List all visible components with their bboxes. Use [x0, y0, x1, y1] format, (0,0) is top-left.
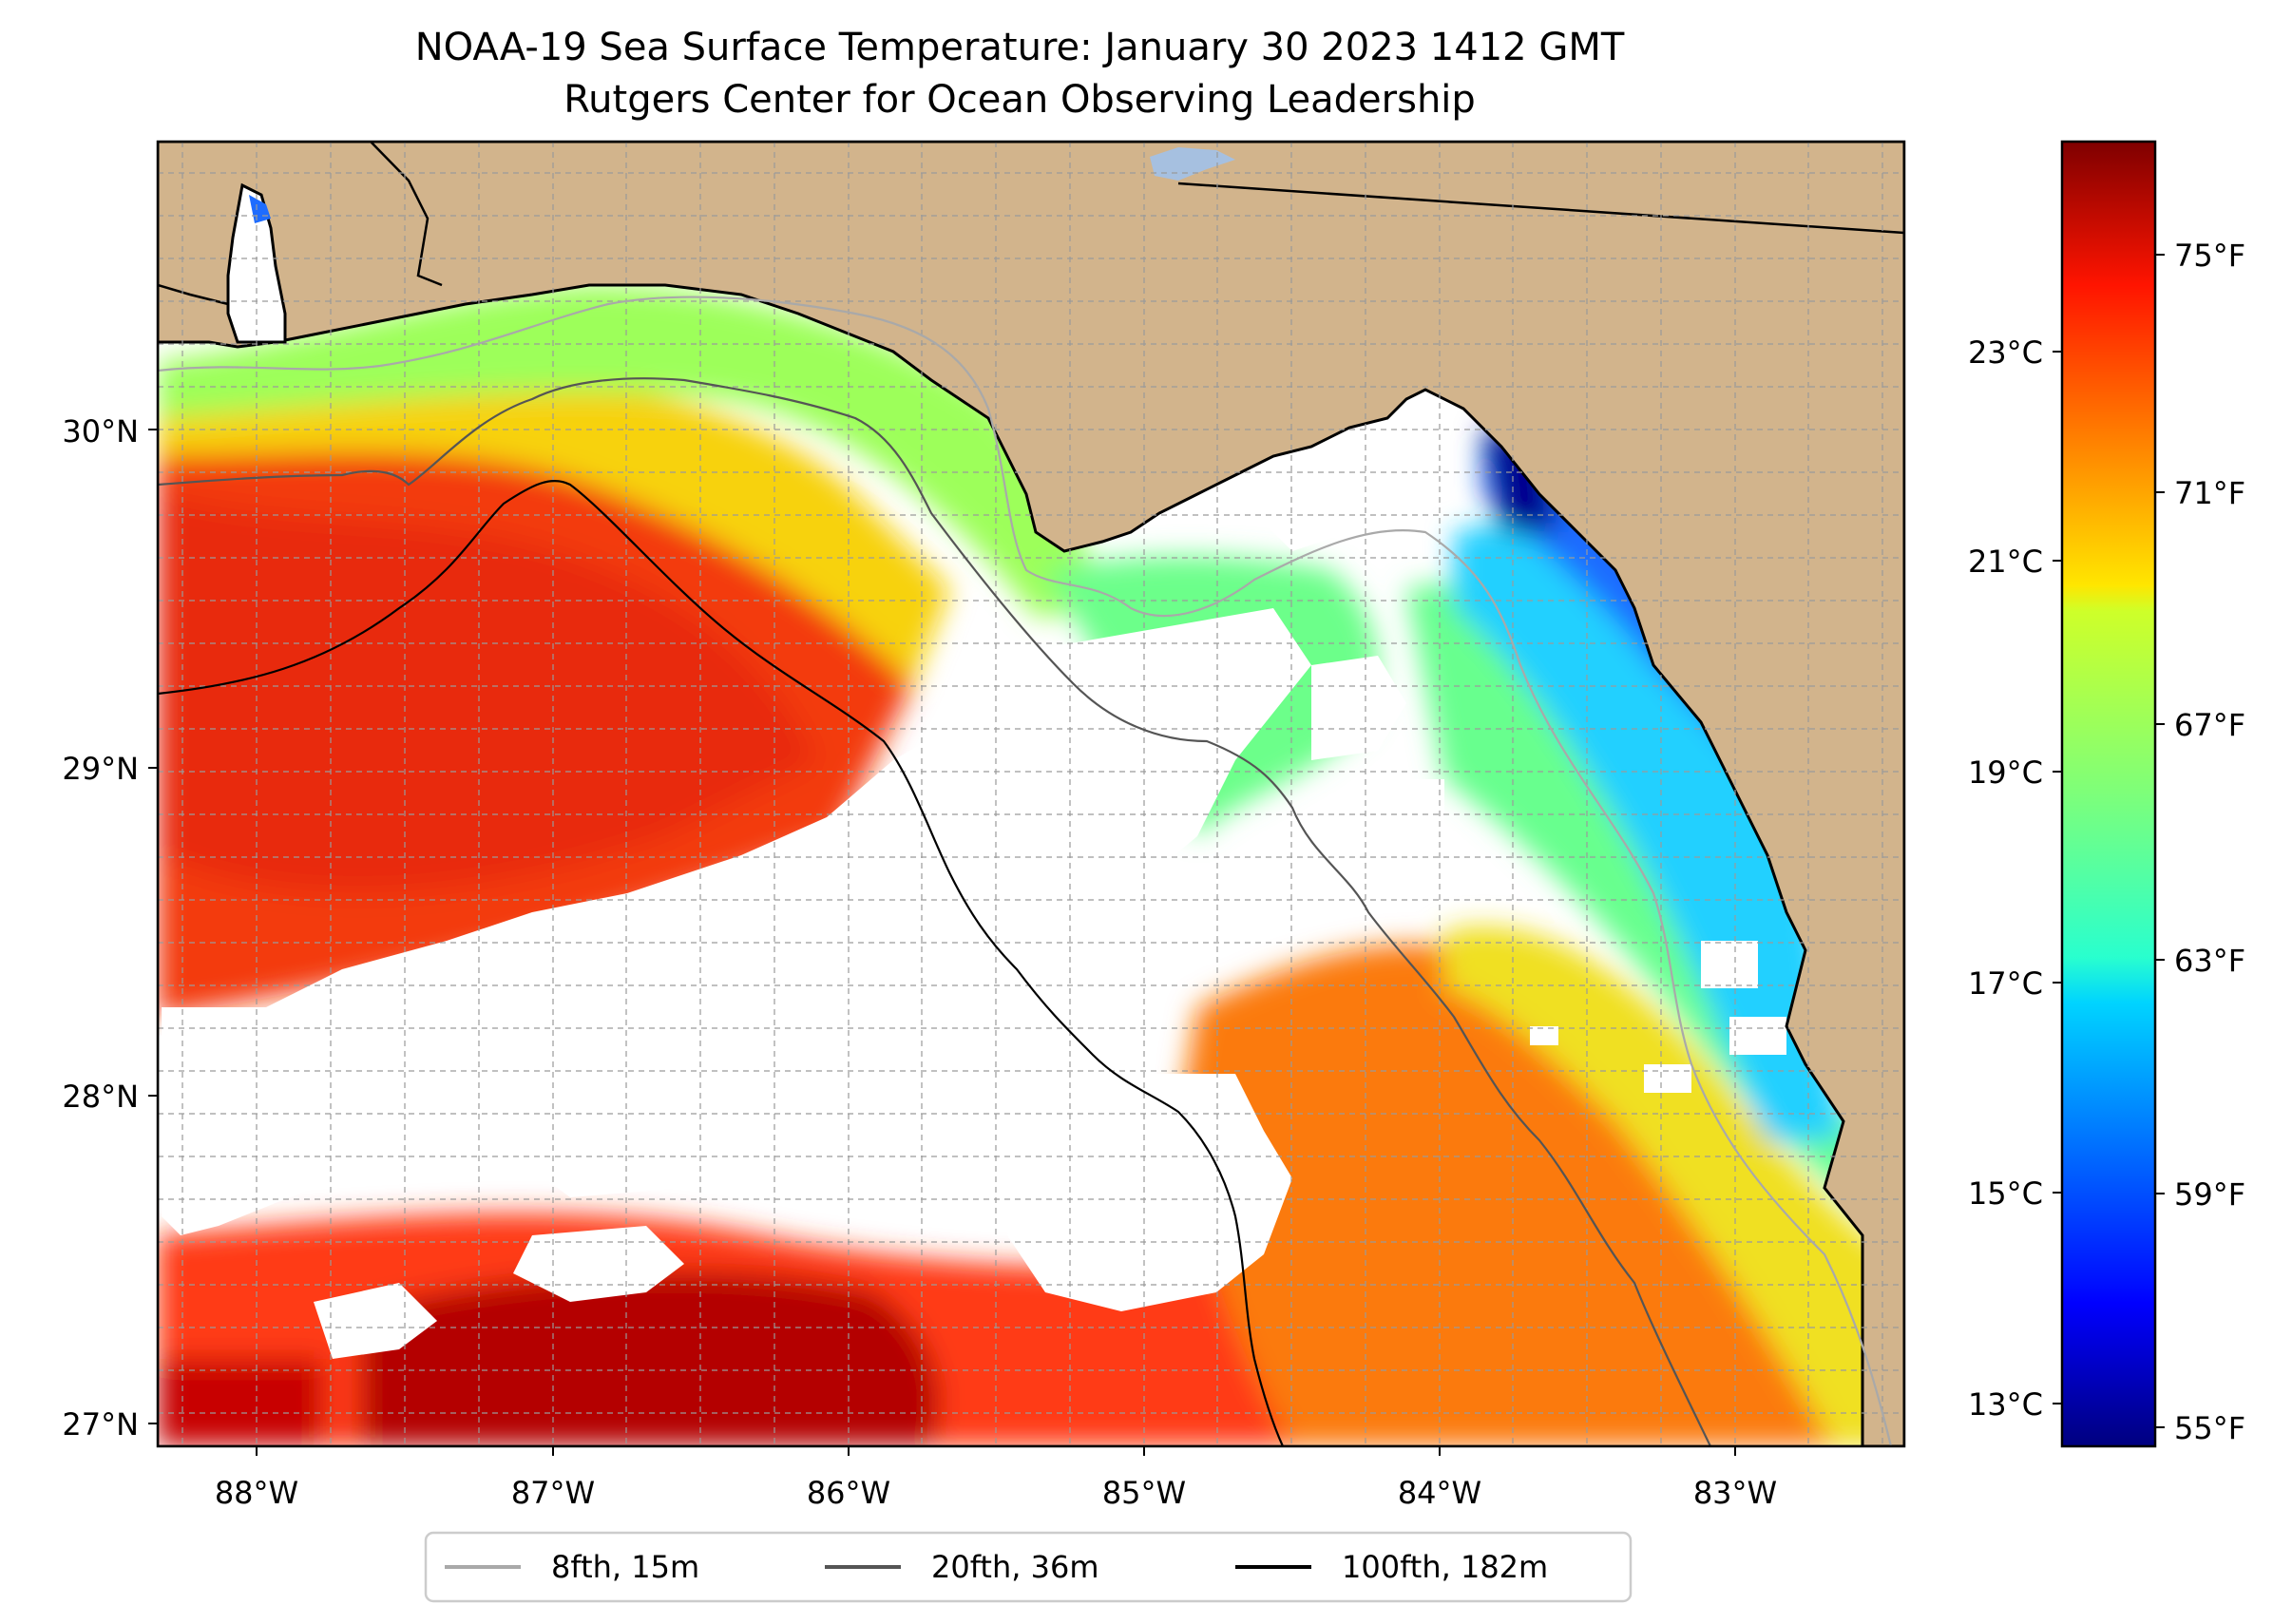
legend-box — [424, 1531, 1633, 1603]
cloud-central — [162, 608, 1311, 1235]
graticule — [158, 142, 1904, 1446]
colorbar-label-59f: 59°F — [2174, 1176, 2245, 1213]
cloud-south-center — [1007, 1074, 1292, 1311]
legend: 8fth, 15m 20fth, 36m 100fth, 182m — [424, 1531, 1633, 1603]
sst-dark-red-sw — [158, 1359, 323, 1446]
map-frame-outline — [156, 140, 1906, 1448]
cloud-south-blob — [314, 1283, 437, 1359]
lon-label-86w: 86°W — [807, 1475, 890, 1511]
lon-ticks — [256, 1446, 1736, 1456]
colorbar-label-21c: 21°C — [1968, 544, 2043, 580]
colorbar-label-71f: 71°F — [2174, 475, 2245, 511]
lon-label-85w: 85°W — [1102, 1475, 1186, 1511]
legend-label-20fth: 20fth, 36m — [931, 1549, 1098, 1585]
cloud-east-small-4 — [1729, 1017, 1786, 1055]
colorbar-label-67f: 67°F — [2174, 707, 2245, 743]
sst-green-coast — [158, 285, 1102, 618]
land-north — [158, 142, 1904, 1446]
cloud-east-small-2 — [1701, 941, 1758, 988]
title-line-1: NOAA-19 Sea Surface Temperature: January… — [415, 26, 1625, 69]
lon-label-84w: 84°W — [1398, 1475, 1481, 1511]
sst-dark-red-south — [361, 1271, 939, 1446]
lake-seminole — [1150, 147, 1235, 181]
cloud-east-small-3 — [1530, 1026, 1558, 1045]
colorbar-label-75f: 75°F — [2174, 238, 2245, 274]
colorbar-label-23c: 23°C — [1968, 334, 2043, 371]
cloud-west-edge — [158, 1017, 333, 1150]
colorbar-label-17c: 17°C — [1968, 965, 2043, 1002]
land — [158, 142, 1904, 1446]
sst-warm-west-core — [158, 494, 817, 893]
sst-yellow-band — [158, 366, 950, 684]
colorbar-label-13c: 13°C — [1968, 1386, 2043, 1423]
sst-yellow-east — [1444, 926, 1904, 1446]
lon-label-87w: 87°W — [511, 1475, 595, 1511]
cloud-south-west — [513, 1226, 684, 1302]
colorbar-label-55f: 55°F — [2174, 1410, 2245, 1446]
cloud-mid-patch-2 — [1359, 779, 1444, 874]
lon-label-88w: 88°W — [215, 1475, 298, 1511]
colorbar-label-19c: 19°C — [1968, 755, 2043, 791]
title-line-2: Rutgers Center for Ocean Observing Leade… — [563, 78, 1476, 122]
state-boundary — [1177, 182, 1904, 235]
cloud-east-small — [1644, 1064, 1691, 1093]
legend-label-100fth: 100fth, 182m — [1342, 1549, 1548, 1585]
isobath-100fth — [158, 480, 1285, 1446]
lat-ticks — [148, 429, 158, 1424]
sst-orange-east — [1178, 944, 1881, 1446]
cloud-mid-patch — [1311, 656, 1406, 760]
colorbar-ticks — [2053, 254, 2165, 1428]
legend-label-8fth: 8fth, 15m — [551, 1549, 699, 1585]
lon-label-83w: 83°W — [1693, 1475, 1777, 1511]
lat-label-27n: 27°N — [62, 1406, 139, 1442]
colorbar — [2060, 140, 2157, 1448]
lat-label-30n: 30°N — [62, 413, 139, 449]
isobath-20fth — [158, 377, 1711, 1446]
colorbar-label-15c: 15°C — [1968, 1175, 2043, 1212]
colorbar-label-63f: 63°F — [2174, 943, 2245, 979]
lat-label-28n: 28°N — [62, 1079, 139, 1115]
alabama-boundary — [370, 142, 443, 287]
lat-label-29n: 29°N — [62, 751, 139, 787]
map-panel — [158, 142, 1904, 1446]
isobath-8fth — [158, 296, 1893, 1446]
